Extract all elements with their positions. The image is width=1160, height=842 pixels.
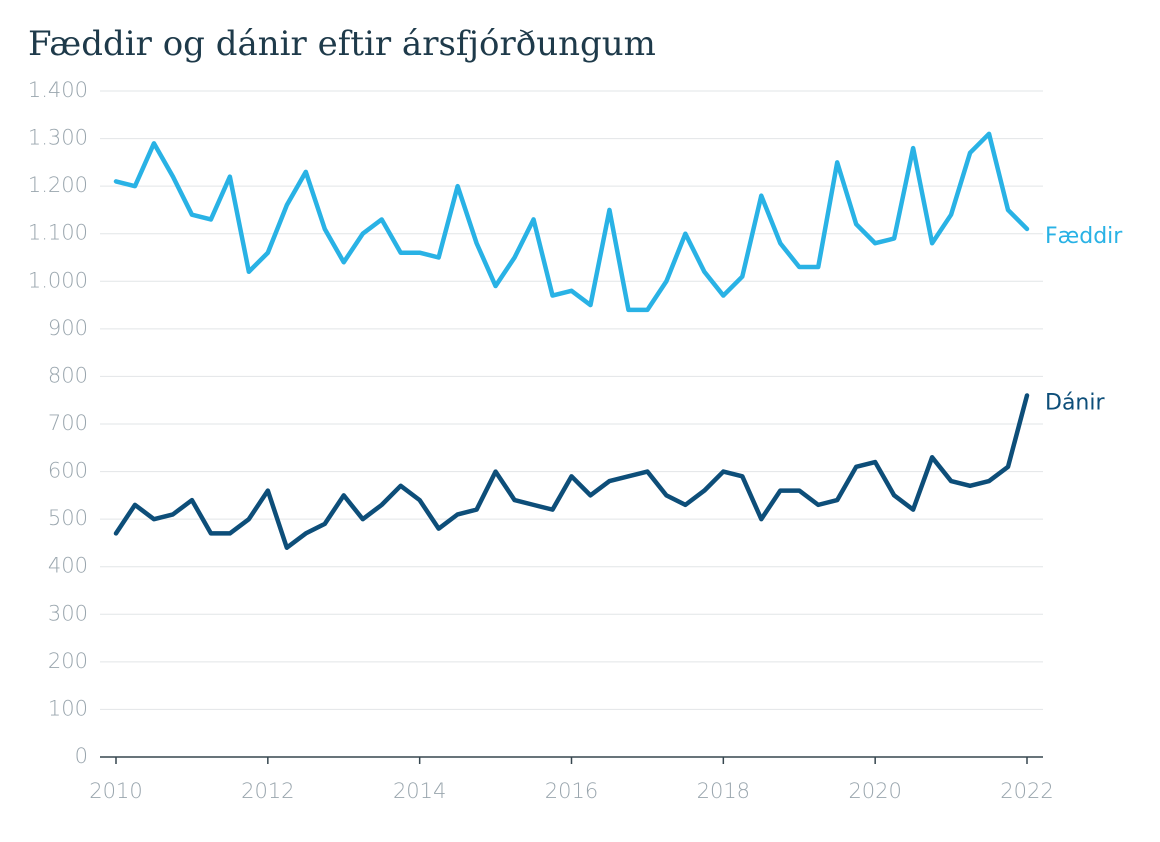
y-tick-label: 200 <box>48 649 88 673</box>
x-tick-label: 2016 <box>545 779 598 803</box>
y-tick-label: 800 <box>48 363 88 387</box>
y-tick-label: 1.300 <box>28 126 88 150</box>
y-tick-label: 300 <box>48 601 88 625</box>
y-tick-label: 100 <box>48 696 88 720</box>
y-tick-label: 0 <box>75 744 88 768</box>
series-line <box>113 131 1030 313</box>
series-label: Dánir <box>1045 390 1105 415</box>
series-label: Fæddir <box>1045 224 1123 249</box>
chart-title: Fæddir og dánir eftir ársfjórðungum <box>28 24 656 64</box>
x-tick-label: 2010 <box>89 779 142 803</box>
y-tick-label: 1.200 <box>28 173 88 197</box>
x-tick-label: 2014 <box>393 779 446 803</box>
y-tick-label: 1.100 <box>28 221 88 245</box>
x-tick-label: 2022 <box>1000 779 1053 803</box>
series-line <box>113 393 1030 550</box>
y-tick-label: 500 <box>48 506 88 530</box>
y-tick-label: 900 <box>48 316 88 340</box>
y-tick-label: 600 <box>48 459 88 483</box>
y-tick-label: 700 <box>48 411 88 435</box>
x-tick-label: 2012 <box>241 779 294 803</box>
x-tick-label: 2018 <box>697 779 750 803</box>
y-tick-label: 1.400 <box>28 78 88 102</box>
y-tick-label: 1.000 <box>28 268 88 292</box>
y-tick-label: 400 <box>48 554 88 578</box>
x-tick-label: 2020 <box>848 779 901 803</box>
